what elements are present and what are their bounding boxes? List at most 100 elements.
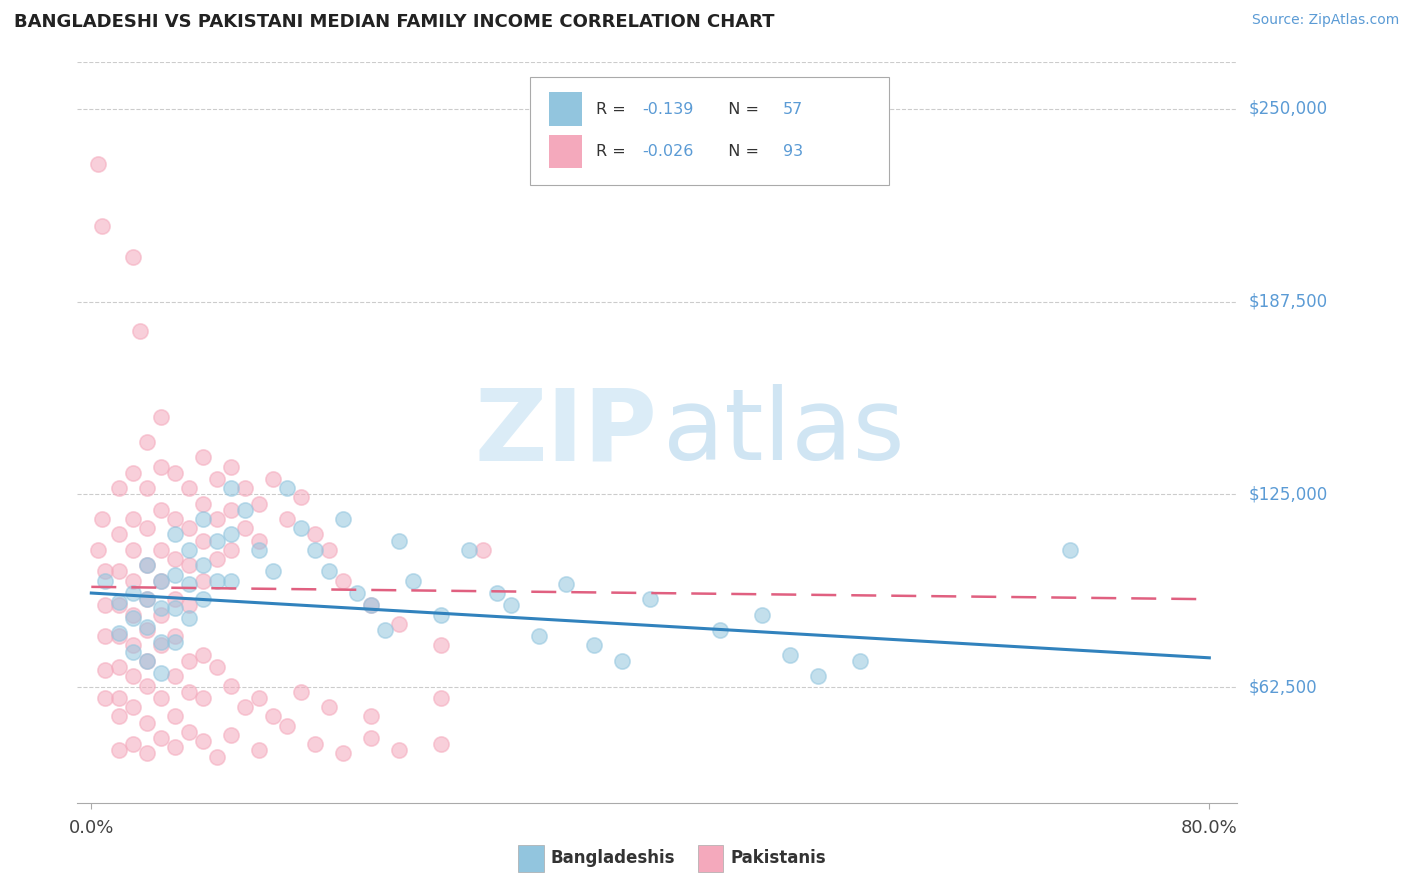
Point — [318, 565, 340, 579]
Point — [122, 639, 145, 653]
Point — [779, 648, 801, 662]
Point — [122, 466, 145, 480]
Text: BANGLADESHI VS PAKISTANI MEDIAN FAMILY INCOME CORRELATION CHART: BANGLADESHI VS PAKISTANI MEDIAN FAMILY I… — [14, 13, 775, 31]
Point — [849, 654, 872, 668]
Point — [555, 576, 578, 591]
Point — [191, 497, 214, 511]
Point — [205, 552, 228, 566]
Point — [108, 743, 131, 757]
Point — [290, 491, 312, 505]
Point — [179, 542, 201, 557]
Point — [332, 574, 354, 588]
Point — [205, 472, 228, 486]
Point — [583, 639, 606, 653]
Point — [276, 481, 298, 495]
Point — [165, 740, 187, 755]
Point — [108, 626, 131, 640]
Point — [94, 565, 117, 579]
Point — [1059, 542, 1081, 557]
Point — [136, 592, 159, 607]
Point — [179, 558, 201, 573]
Point — [499, 599, 522, 613]
Text: Bangladeshis: Bangladeshis — [551, 849, 675, 867]
Point — [108, 709, 131, 723]
Text: 57: 57 — [783, 102, 803, 117]
Point — [150, 639, 173, 653]
Point — [709, 623, 731, 637]
Point — [108, 599, 131, 613]
Point — [219, 502, 242, 516]
Point — [457, 542, 479, 557]
Point — [191, 558, 214, 573]
Point — [191, 648, 214, 662]
Point — [150, 459, 173, 474]
Point — [429, 607, 451, 622]
Point — [150, 601, 173, 615]
Point — [122, 607, 145, 622]
Point — [150, 690, 173, 705]
Point — [332, 747, 354, 761]
Text: R =: R = — [596, 144, 631, 159]
Point — [205, 512, 228, 526]
Point — [247, 743, 270, 757]
Point — [191, 512, 214, 526]
Point — [165, 629, 187, 643]
Bar — [517, 845, 544, 871]
Point — [150, 410, 173, 425]
Point — [191, 592, 214, 607]
Point — [129, 324, 152, 338]
Point — [276, 719, 298, 733]
Point — [262, 565, 284, 579]
Point — [262, 472, 284, 486]
Point — [165, 709, 187, 723]
Point — [136, 654, 159, 668]
Point — [108, 565, 131, 579]
Point — [191, 734, 214, 748]
Point — [205, 749, 228, 764]
Point — [136, 521, 159, 535]
Point — [219, 542, 242, 557]
Point — [179, 611, 201, 625]
Point — [150, 731, 173, 745]
Point — [108, 527, 131, 541]
Point — [485, 586, 508, 600]
Point — [150, 502, 173, 516]
Text: $187,500: $187,500 — [1249, 293, 1327, 310]
Point — [429, 737, 451, 751]
Point — [388, 533, 411, 548]
Point — [87, 542, 110, 557]
Point — [191, 533, 214, 548]
Point — [150, 607, 173, 622]
Point — [136, 623, 159, 637]
Point — [122, 669, 145, 683]
Point — [136, 620, 159, 634]
Text: R =: R = — [596, 102, 631, 117]
Point — [150, 635, 173, 649]
Point — [233, 700, 256, 714]
Point — [640, 592, 662, 607]
Point — [122, 512, 145, 526]
Point — [751, 607, 773, 622]
Point — [360, 599, 382, 613]
Point — [122, 700, 145, 714]
Bar — [550, 135, 582, 168]
Point — [471, 542, 494, 557]
Point — [219, 459, 242, 474]
Point — [165, 669, 187, 683]
Point — [205, 533, 228, 548]
Point — [122, 542, 145, 557]
Point — [136, 434, 159, 449]
Point — [429, 690, 451, 705]
Point — [219, 481, 242, 495]
Bar — [550, 93, 582, 126]
Point — [87, 157, 110, 171]
Point — [247, 497, 270, 511]
Point — [122, 250, 145, 264]
Point — [219, 728, 242, 742]
Point — [388, 616, 411, 631]
Point — [108, 690, 131, 705]
Point — [247, 690, 270, 705]
Point — [360, 599, 382, 613]
Point — [388, 743, 411, 757]
Point — [179, 599, 201, 613]
